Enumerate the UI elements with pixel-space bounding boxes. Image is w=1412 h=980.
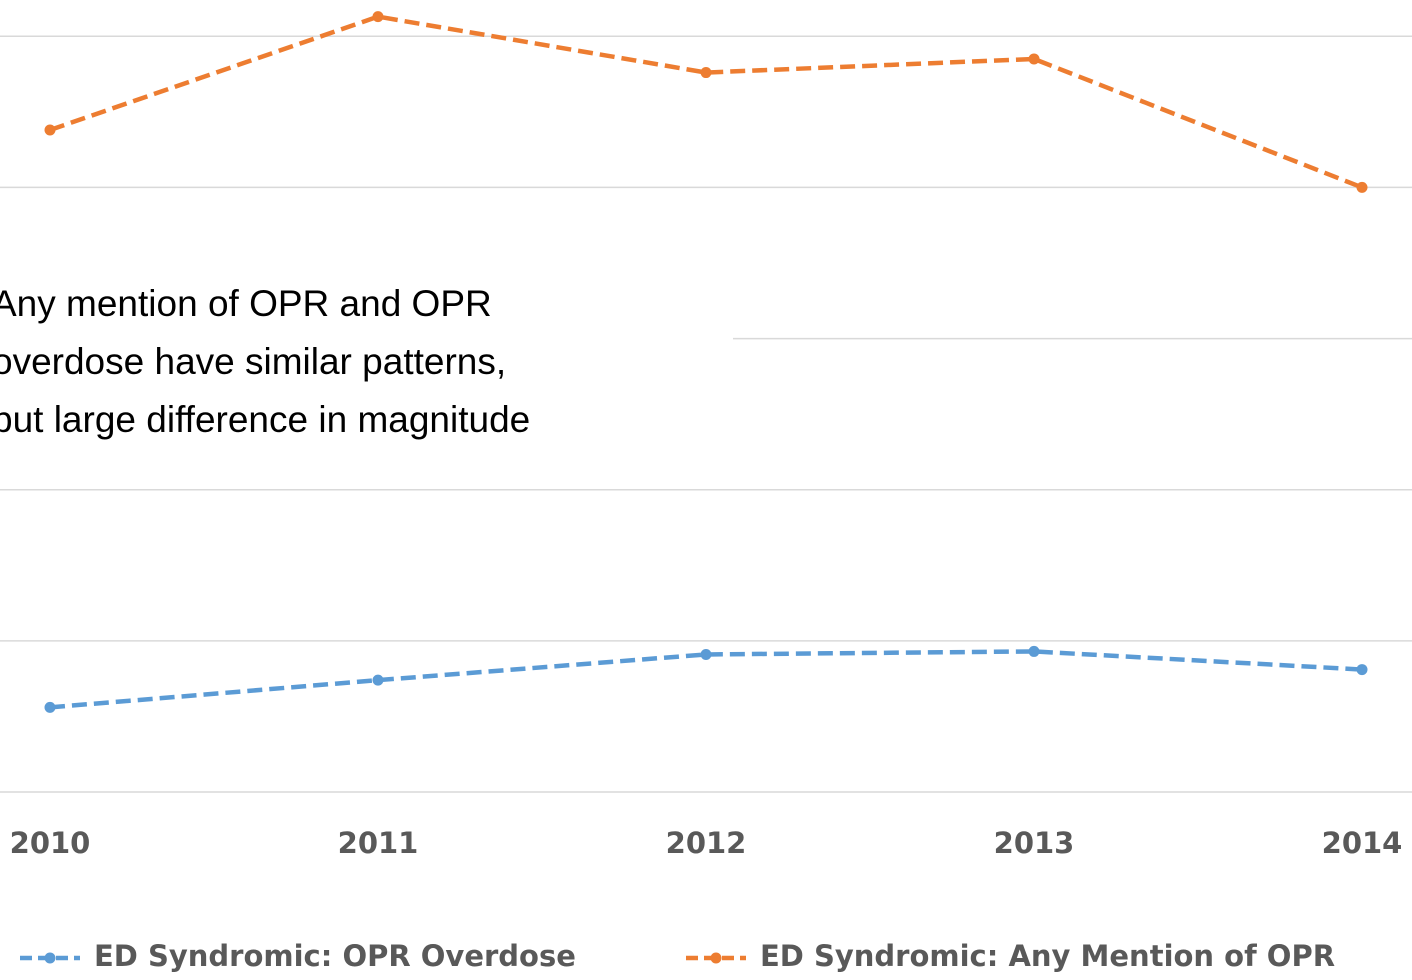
legend-marker (44, 952, 56, 964)
point (1356, 181, 1368, 193)
point (372, 11, 384, 23)
point (1028, 53, 1040, 65)
x-tick-label: 2014 (1322, 826, 1403, 860)
legend-label: ED Syndromic: OPR Overdose (94, 939, 576, 973)
annotation: overdose have similar patterns, (0, 341, 506, 382)
legend-marker (710, 952, 722, 964)
x-tick-label: 2013 (994, 826, 1075, 860)
point (44, 701, 56, 713)
x-tick-label: 2011 (338, 826, 419, 860)
point (44, 124, 56, 136)
point (1356, 664, 1368, 676)
series-line (49, 14, 1363, 190)
point (700, 648, 712, 660)
point (1028, 645, 1040, 657)
legend-label: ED Syndromic: Any Mention of OPR (760, 939, 1335, 973)
x-tick-label: 2010 (10, 826, 91, 860)
point (372, 674, 384, 686)
annotation: Any mention of OPR and OPR (0, 283, 492, 324)
annotation-box (0, 262, 733, 462)
x-tick-label: 2012 (666, 826, 747, 860)
point (700, 67, 712, 79)
annotation: but large difference in magnitude (0, 399, 530, 440)
